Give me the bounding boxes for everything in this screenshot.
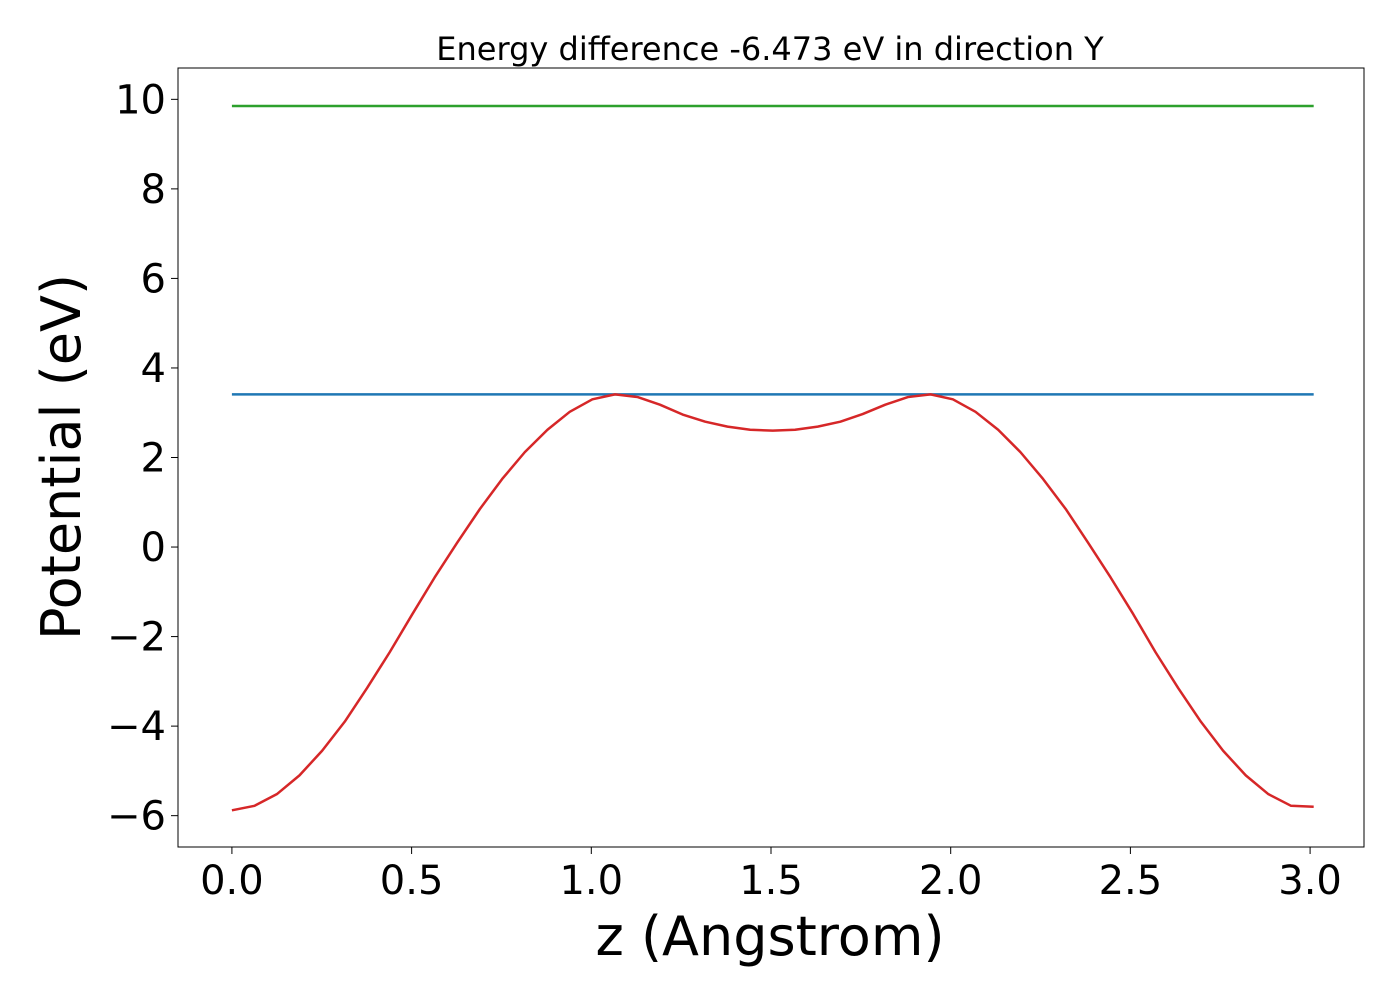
- y-tick-label: 8: [141, 167, 166, 213]
- x-tick-label: 1.5: [739, 858, 803, 904]
- y-tick-label: 10: [115, 77, 166, 123]
- x-tick-label: 2.5: [1099, 858, 1163, 904]
- series-line-2: [232, 394, 1314, 810]
- plot-area: [232, 106, 1314, 810]
- x-axis-label: z (Angstrom): [595, 905, 944, 968]
- y-tick-label: 2: [141, 436, 166, 482]
- chart-title: Energy difference -6.473 eV in direction…: [436, 30, 1104, 68]
- x-tick-label: 1.0: [559, 858, 623, 904]
- x-tick-label: 0.5: [380, 858, 444, 904]
- x-tick-label: 2.0: [919, 858, 983, 904]
- y-axis-label: Potential (eV): [30, 274, 93, 640]
- x-tick-label: 3.0: [1278, 858, 1342, 904]
- y-tick-label: 0: [141, 525, 166, 571]
- x-tick-label: 0.0: [200, 858, 264, 904]
- plot-frame: [178, 68, 1364, 847]
- y-tick-label: 4: [141, 346, 166, 392]
- y-tick-label: −2: [107, 615, 166, 661]
- y-tick-label: 6: [141, 256, 166, 302]
- y-tick-label: −6: [107, 794, 166, 840]
- y-tick-label: −4: [107, 704, 166, 750]
